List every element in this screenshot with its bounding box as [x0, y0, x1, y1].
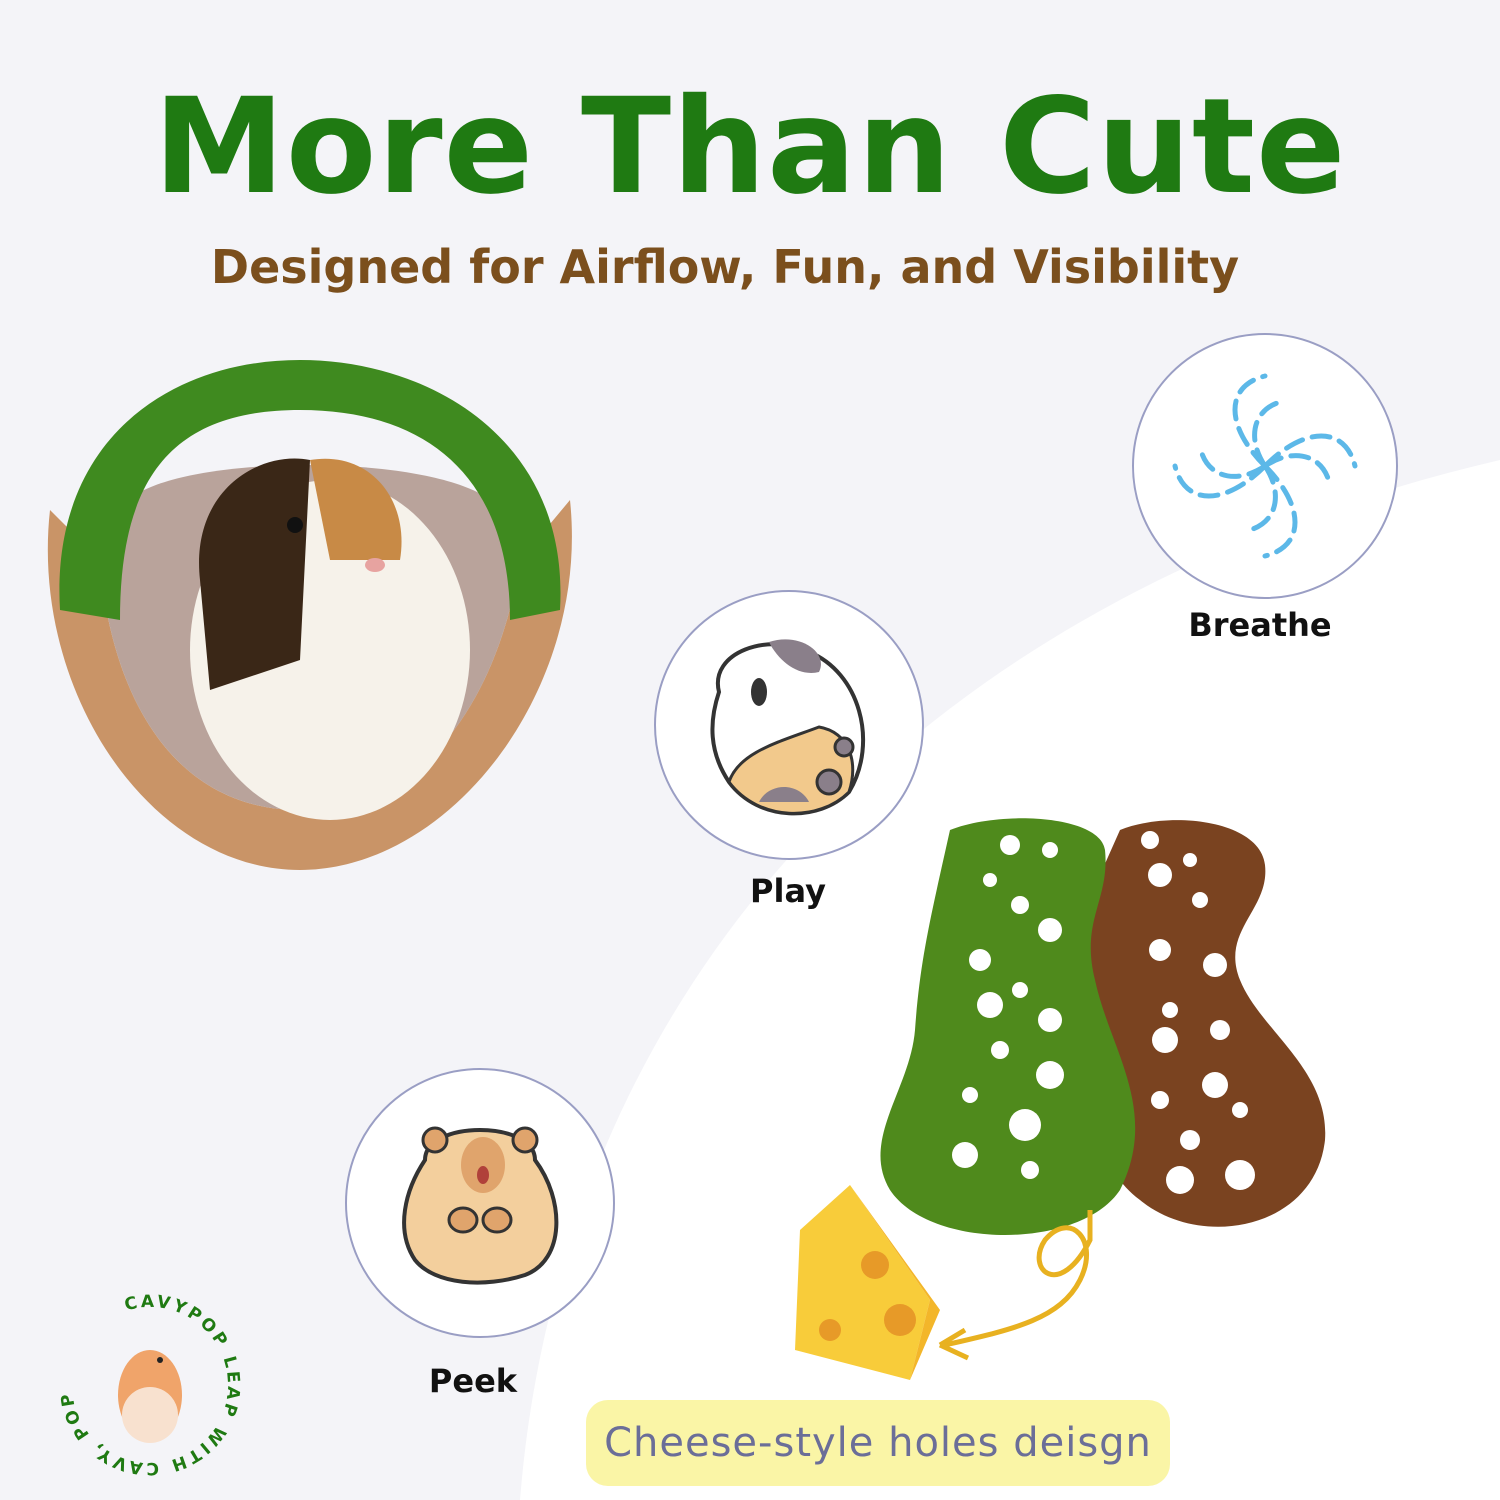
product-tunnel-photo — [47, 360, 572, 870]
peeking-hamster-icon — [402, 1126, 559, 1285]
breathe-label: Breathe — [1188, 606, 1332, 644]
page-subtitle: Designed for Airflow, Fun, and Visibilit… — [210, 240, 1240, 294]
breathe-feature-circle — [1132, 333, 1398, 599]
cheese-icon — [795, 1185, 1093, 1380]
cheese-style-callout: Cheese-style holes deisgn — [586, 1400, 1170, 1486]
play-label: Play — [750, 872, 826, 910]
airflow-swirl-icon — [1172, 373, 1358, 559]
cheese-hole-panels — [880, 818, 1326, 1235]
playful-guinea-pig-icon — [710, 639, 865, 816]
peek-feature-circle — [345, 1068, 615, 1338]
play-feature-circle — [654, 590, 924, 860]
peek-label: Peek — [428, 1362, 518, 1400]
cavypop-logo: CAVYPOP LEAP WITH CAVY, POP WITH JOY — [50, 1285, 240, 1478]
page-title: More Than Cute — [153, 70, 1347, 224]
